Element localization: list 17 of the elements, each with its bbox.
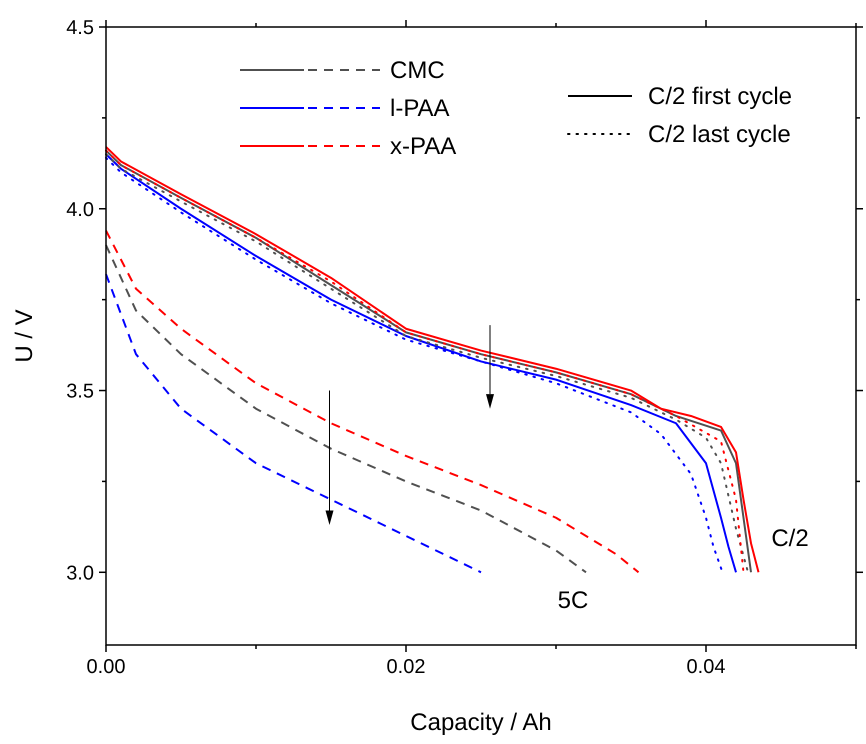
- x-axis-title: Capacity / Ah: [410, 709, 552, 736]
- line-series: [105, 273, 482, 574]
- legend-label: x-PAA: [390, 133, 456, 160]
- y-tick-label: 4.0: [66, 198, 94, 221]
- legend-label: CMC: [390, 57, 445, 84]
- legend-label: C/2 first cycle: [648, 83, 792, 110]
- x-tick-label: 0.02: [386, 656, 426, 678]
- legend-label: C/2 last cycle: [648, 121, 791, 148]
- x-tick-label: 0.04: [686, 656, 726, 678]
- annotation: 5C: [558, 587, 588, 614]
- legend-label: l-PAA: [390, 95, 450, 122]
- y-tick-label: 3.0: [66, 562, 94, 584]
- y-tick-label: 4.5: [66, 17, 94, 39]
- y-tick-label: 3.5: [66, 380, 94, 403]
- x-tick-label: 0.00: [86, 656, 126, 678]
- y-axis-title: U / V: [11, 309, 38, 363]
- annotation: C/2: [771, 525, 809, 552]
